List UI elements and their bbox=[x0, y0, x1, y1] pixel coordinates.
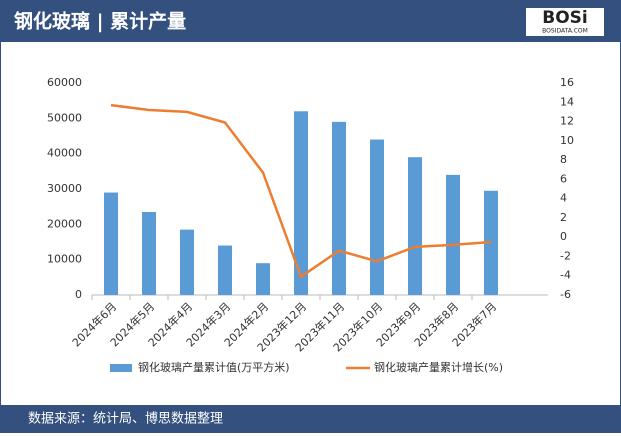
y-tick-label: 50000 bbox=[47, 111, 82, 124]
bar bbox=[256, 263, 270, 295]
y2-tick-label: 0 bbox=[560, 230, 567, 243]
y2-tick-label: 16 bbox=[560, 76, 574, 89]
bar bbox=[408, 157, 422, 295]
legend-label: 钢化玻璃产量累计增长(%) bbox=[374, 360, 503, 374]
y2-tick-label: 14 bbox=[560, 95, 574, 108]
y2-tick-label: -2 bbox=[560, 249, 571, 262]
source: 数据来源：统计局、博思数据整理 bbox=[28, 412, 223, 427]
logo: BOSi bbox=[542, 8, 587, 28]
bar bbox=[370, 139, 384, 295]
y-tick-label: 10000 bbox=[47, 253, 82, 266]
y2-tick-label: 10 bbox=[560, 134, 574, 147]
logo-site: BOSIDATA.COM bbox=[542, 28, 588, 35]
y2-tick-label: -4 bbox=[560, 269, 571, 282]
y-tick-label: 30000 bbox=[47, 182, 82, 195]
y2-tick-label: -6 bbox=[560, 288, 571, 301]
y2-tick-label: 6 bbox=[560, 172, 567, 185]
footer-bar bbox=[0, 405, 621, 433]
y-tick-label: 40000 bbox=[47, 147, 82, 160]
bar bbox=[294, 111, 308, 296]
y2-tick-label: 4 bbox=[560, 192, 567, 205]
header-bar bbox=[0, 0, 621, 42]
bar bbox=[180, 229, 194, 295]
logo-box bbox=[526, 8, 604, 36]
y-tick-label: 0 bbox=[75, 288, 82, 301]
bar bbox=[142, 211, 156, 295]
y2-tick-label: 12 bbox=[560, 115, 574, 128]
y-tick-label: 20000 bbox=[47, 217, 82, 230]
y-tick-label: 60000 bbox=[47, 76, 82, 89]
y2-tick-label: 2 bbox=[560, 211, 567, 224]
chart-title: 钢化玻璃 | 累计产量 bbox=[14, 10, 186, 33]
bar bbox=[332, 121, 346, 295]
bar bbox=[104, 192, 118, 295]
bar bbox=[218, 245, 232, 295]
y2-tick-label: 8 bbox=[560, 153, 567, 166]
legend-label: 钢化玻璃产量累计值(万平方米) bbox=[138, 360, 290, 374]
legend-swatch bbox=[110, 364, 132, 372]
bar bbox=[446, 174, 460, 295]
line bbox=[110, 103, 492, 279]
